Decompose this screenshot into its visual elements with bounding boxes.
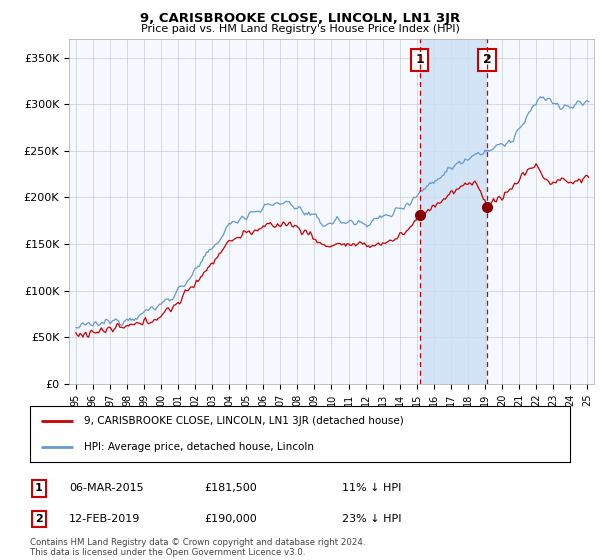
Text: 23% ↓ HPI: 23% ↓ HPI: [342, 514, 401, 524]
Text: HPI: Average price, detached house, Lincoln: HPI: Average price, detached house, Linc…: [84, 442, 314, 452]
Text: £181,500: £181,500: [204, 483, 257, 493]
Text: 1: 1: [415, 53, 424, 66]
Text: 06-MAR-2015: 06-MAR-2015: [69, 483, 143, 493]
Text: 9, CARISBROOKE CLOSE, LINCOLN, LN1 3JR: 9, CARISBROOKE CLOSE, LINCOLN, LN1 3JR: [140, 12, 460, 25]
Text: 2: 2: [482, 53, 491, 66]
Text: 1: 1: [35, 483, 43, 493]
Text: 12-FEB-2019: 12-FEB-2019: [69, 514, 140, 524]
Text: 9, CARISBROOKE CLOSE, LINCOLN, LN1 3JR (detached house): 9, CARISBROOKE CLOSE, LINCOLN, LN1 3JR (…: [84, 416, 404, 426]
Bar: [419, 39, 487, 384]
Text: 11% ↓ HPI: 11% ↓ HPI: [342, 483, 401, 493]
Text: Contains HM Land Registry data © Crown copyright and database right 2024.
This d: Contains HM Land Registry data © Crown c…: [30, 538, 365, 557]
Text: £190,000: £190,000: [204, 514, 257, 524]
Text: 2: 2: [35, 514, 43, 524]
Text: Price paid vs. HM Land Registry's House Price Index (HPI): Price paid vs. HM Land Registry's House …: [140, 24, 460, 34]
